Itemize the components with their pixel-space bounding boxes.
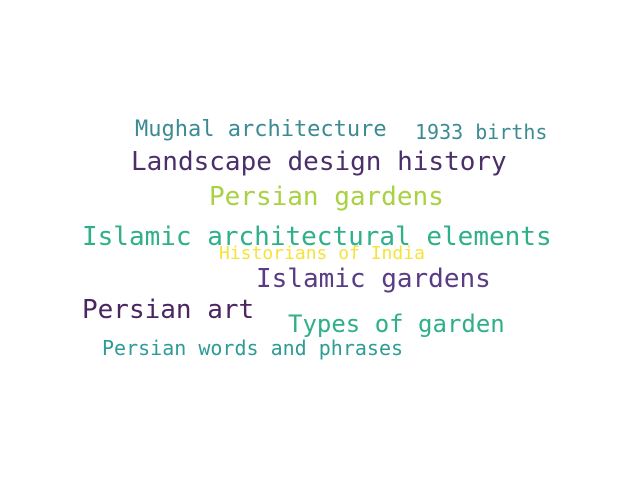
word-mughal-architecture: Mughal architecture — [135, 117, 387, 142]
word-persian-art: Persian art — [82, 295, 255, 325]
word-1933-births: 1933 births — [415, 120, 548, 144]
word-islamic-architectural-elements: Islamic architectural elements — [82, 222, 552, 252]
word-landscape-design-history: Landscape design history — [131, 147, 507, 177]
word-persian-words-and-phrases: Persian words and phrases — [102, 336, 404, 360]
word-persian-gardens: Persian gardens — [209, 182, 444, 212]
word-types-of-garden: Types of garden — [288, 310, 505, 338]
word-islamic-gardens: Islamic gardens — [256, 264, 491, 294]
word-historians-of-india: Historians of India — [219, 243, 425, 264]
